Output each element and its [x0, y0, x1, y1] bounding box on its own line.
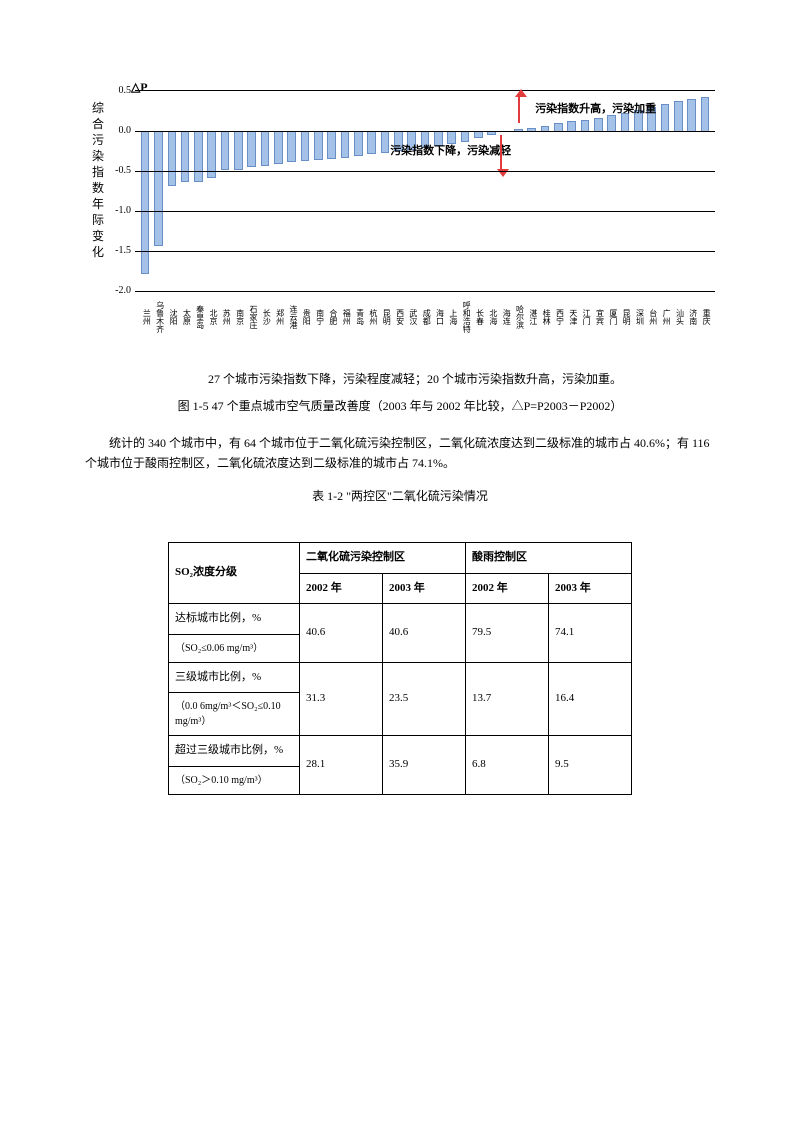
annotation-up: 污染指数升高，污染加重 — [535, 101, 656, 119]
col-2003-a: 2003 年 — [383, 573, 466, 604]
plot-area: 污染指数升高，污染加重 污染指数下降，污染减轻 0.50.0-0.5-1.0-1… — [135, 90, 715, 292]
pollution-index-chart: 综合污染指数年际变化 △P 污染指数升高，污染加重 污染指数下降，污染减轻 0.… — [85, 80, 715, 340]
table-header-row-1: SO₂浓度分级 二氧化硫污染控制区 酸雨控制区 — [169, 542, 632, 573]
col-header-zone2: 酸雨控制区 — [466, 542, 632, 573]
x-axis-labels: 兰州乌鲁木齐沈阳太原秦皇岛北京苏州南京石家庄长沙郑州连云港贵阳南宁合肥福州青岛杭… — [139, 292, 711, 342]
chart-summary: 27 个城市污染指数下降，污染程度减轻；20 个城市污染指数升高，污染加重。 — [115, 370, 715, 389]
so2-control-table: SO₂浓度分级 二氧化硫污染控制区 酸雨控制区 2002 年 2003 年 20… — [168, 542, 632, 795]
annotation-down: 污染指数下降，污染减轻 — [390, 143, 511, 161]
arrow-down-icon — [500, 135, 502, 171]
col-2002-b: 2002 年 — [466, 573, 549, 604]
figure-title: 图 1-5 47 个重点城市空气质量改善度（2003 年与 2002 年比较，△… — [85, 397, 715, 416]
col-2003-b: 2003 年 — [549, 573, 632, 604]
col-header-zone1: 二氧化硫污染控制区 — [300, 542, 466, 573]
arrow-up-icon — [518, 95, 520, 123]
body-paragraph: 统计的 340 个城市中，有 64 个城市位于二氧化硫污染控制区，二氧化硫浓度达… — [85, 434, 715, 472]
table-title: 表 1-2 "两控区"二氧化硫污染情况 — [85, 487, 715, 506]
col-header-so2: SO₂浓度分级 — [169, 542, 300, 603]
bars-container — [139, 91, 711, 291]
table-body: 达标城市比例，%40.640.679.574.1（SO₂≤0.06 mg/m³）… — [169, 604, 632, 795]
col-2002-a: 2002 年 — [300, 573, 383, 604]
